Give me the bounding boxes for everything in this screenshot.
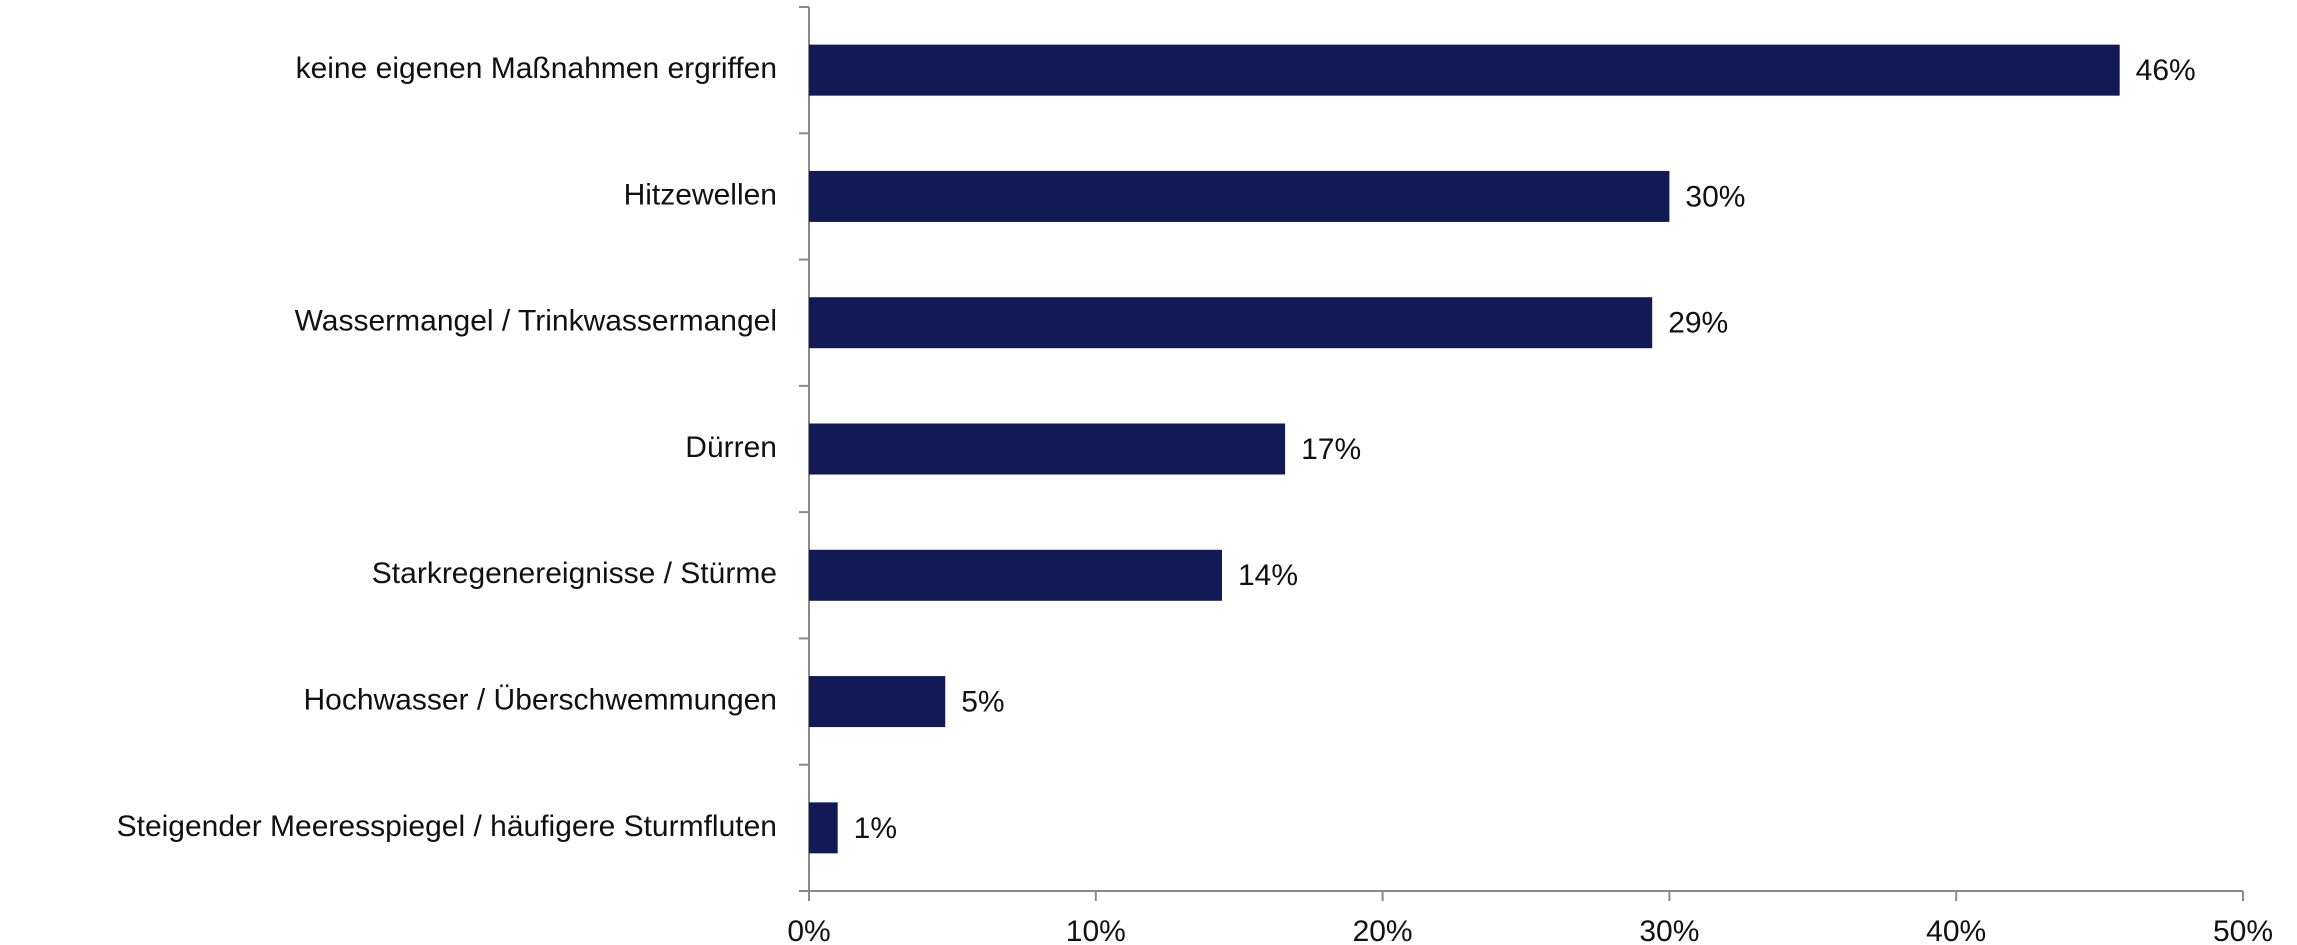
- data-label: 30%: [1685, 180, 1745, 213]
- x-tick-label: 40%: [1926, 915, 1986, 945]
- data-label: 1%: [854, 812, 897, 845]
- x-tick-label: 50%: [2213, 915, 2273, 945]
- category-label: Starkregenereignisse / Stürme: [372, 557, 777, 590]
- data-label: 29%: [1668, 307, 1728, 340]
- bar: [809, 802, 838, 854]
- bar: [809, 44, 2120, 96]
- category-label: Hitzewellen: [624, 178, 777, 211]
- bar: [809, 549, 1222, 601]
- category-label: Dürren: [685, 431, 777, 464]
- data-label: 46%: [2136, 54, 2196, 87]
- x-tick-label: 10%: [1066, 915, 1126, 945]
- bar: [809, 676, 946, 728]
- data-label: 5%: [961, 685, 1004, 718]
- category-label: keine eigenen Maßnahmen ergriffen: [296, 52, 777, 85]
- data-label: 17%: [1301, 433, 1361, 466]
- bar: [809, 297, 1653, 349]
- x-tick-label: 20%: [1353, 915, 1413, 945]
- x-tick-label: 30%: [1639, 915, 1699, 945]
- bar: [809, 423, 1286, 475]
- category-label: Wassermangel / Trinkwassermangel: [295, 305, 777, 338]
- x-tick-label: 0%: [787, 915, 830, 945]
- data-label: 14%: [1238, 559, 1298, 592]
- bar: [809, 170, 1670, 222]
- category-label: Steigender Meeresspiegel / häufigere Stu…: [117, 810, 777, 843]
- category-label: Hochwasser / Überschwemmungen: [303, 683, 777, 716]
